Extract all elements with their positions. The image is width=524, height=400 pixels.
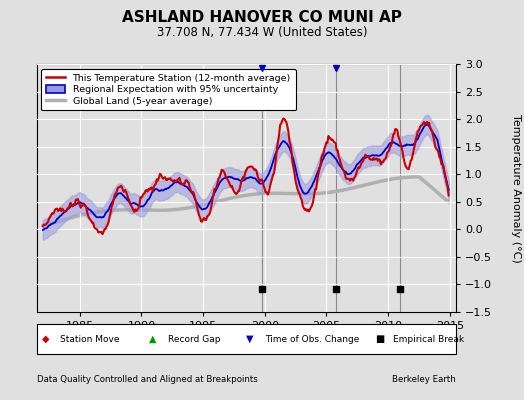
Text: ◆: ◆ xyxy=(42,334,49,344)
Text: 37.708 N, 77.434 W (United States): 37.708 N, 77.434 W (United States) xyxy=(157,26,367,39)
Text: ▼: ▼ xyxy=(246,334,254,344)
Legend: This Temperature Station (12-month average), Regional Expectation with 95% uncer: This Temperature Station (12-month avera… xyxy=(41,69,296,110)
Text: Berkeley Earth: Berkeley Earth xyxy=(392,375,456,384)
Text: Station Move: Station Move xyxy=(60,334,120,344)
Text: Data Quality Controlled and Aligned at Breakpoints: Data Quality Controlled and Aligned at B… xyxy=(37,375,257,384)
Text: Record Gap: Record Gap xyxy=(168,334,220,344)
Text: ▲: ▲ xyxy=(149,334,157,344)
Text: Time of Obs. Change: Time of Obs. Change xyxy=(265,334,359,344)
Y-axis label: Temperature Anomaly (°C): Temperature Anomaly (°C) xyxy=(511,114,521,262)
Text: ASHLAND HANOVER CO MUNI AP: ASHLAND HANOVER CO MUNI AP xyxy=(122,10,402,25)
Text: Empirical Break: Empirical Break xyxy=(393,334,464,344)
Text: ■: ■ xyxy=(375,334,384,344)
